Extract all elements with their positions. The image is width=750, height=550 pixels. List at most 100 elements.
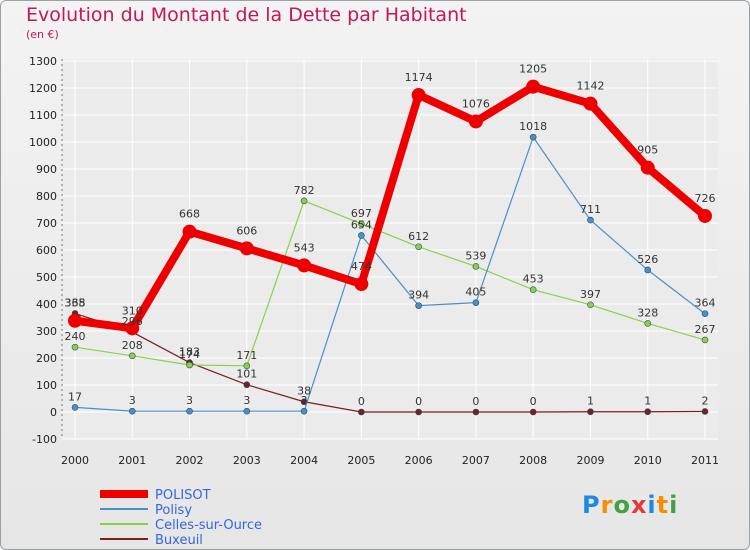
data-point: [587, 301, 594, 309]
data-point: [297, 258, 312, 273]
data-label: 183: [179, 346, 200, 359]
y-tick-label: 700: [36, 217, 57, 230]
series-line: [74, 200, 706, 367]
data-label: 0: [530, 395, 537, 408]
data-label: 101: [236, 368, 257, 381]
data-label: 1: [587, 395, 594, 408]
data-label: 328: [637, 306, 658, 319]
data-point: [587, 216, 594, 224]
data-label: 1076: [462, 97, 490, 110]
data-label: 240: [65, 330, 86, 343]
data-point: [644, 266, 652, 274]
data-point: [186, 407, 193, 415]
data-label: 1142: [576, 80, 604, 93]
y-tick-label: 400: [36, 298, 57, 311]
logo-letter: i: [647, 491, 657, 519]
y-tick-label: 500: [36, 271, 57, 284]
data-point: [68, 313, 82, 328]
data-label: 0: [472, 395, 479, 408]
x-tick-label: 2008: [519, 454, 547, 467]
data-label: 526: [637, 253, 658, 266]
data-point: [701, 336, 709, 344]
data-point: [415, 408, 422, 416]
proxiti-logo: Proxiti: [582, 491, 678, 519]
x-tick-label: 2005: [347, 454, 375, 467]
data-point: [243, 407, 251, 415]
data-label: 208: [122, 339, 143, 352]
x-tick-label: 2001: [118, 454, 146, 467]
data-point: [186, 361, 193, 369]
x-tick-label: 2010: [634, 454, 662, 467]
data-point: [415, 302, 422, 309]
legend-label: Polisy: [155, 503, 192, 518]
y-tick-label: 200: [36, 352, 57, 365]
logo-letter: x: [630, 491, 648, 519]
data-label: 1174: [405, 71, 433, 84]
data-label: 364: [695, 297, 716, 310]
series-line: [74, 136, 706, 412]
data-label: 174: [179, 348, 200, 361]
data-label: 365: [65, 296, 86, 309]
data-label: 296: [122, 315, 143, 328]
data-point: [587, 408, 594, 416]
data-label: 543: [294, 241, 315, 254]
data-point: [128, 407, 136, 415]
data-point: [358, 408, 365, 416]
data-label: 310: [122, 304, 143, 317]
data-label: 1: [644, 395, 651, 408]
data-point: [644, 320, 652, 327]
data-point: [239, 241, 254, 256]
data-label: 668: [179, 208, 200, 221]
data-point: [358, 232, 365, 239]
data-label: 405: [465, 286, 486, 299]
logo-letter: P: [582, 491, 601, 519]
y-tick-label: 100: [36, 379, 57, 392]
data-label: 453: [523, 273, 544, 286]
y-tick-label: -100: [32, 433, 57, 446]
data-label: 1018: [519, 120, 547, 133]
chart-subtitle: (en €): [26, 28, 59, 41]
y-tick-label: 0: [50, 406, 57, 419]
data-point: [182, 224, 197, 239]
data-label: 711: [580, 203, 601, 216]
data-point: [526, 79, 541, 94]
data-point: [300, 197, 308, 205]
data-label: 0: [358, 395, 365, 408]
y-tick-label: 600: [36, 244, 57, 257]
y-tick-label: 1100: [29, 109, 57, 122]
x-tick-label: 2004: [290, 454, 318, 467]
series-line: [74, 312, 706, 413]
data-point: [411, 88, 426, 103]
data-label: 3: [301, 394, 308, 407]
data-point: [472, 263, 480, 270]
x-tick-label: 2011: [691, 454, 719, 467]
x-tick-label: 2002: [176, 454, 204, 467]
data-point: [640, 160, 655, 175]
x-tick-label: 2006: [405, 454, 433, 467]
plot-area: [62, 59, 718, 439]
y-tick-label: 900: [36, 163, 57, 176]
y-tick-label: 300: [36, 325, 57, 338]
data-point: [644, 408, 652, 416]
data-point: [300, 407, 308, 415]
legend-label: POLISOT: [155, 488, 211, 503]
data-label: 539: [465, 249, 486, 262]
data-point: [701, 408, 709, 415]
legend-label: Celles-sur-Ource: [155, 518, 262, 533]
logo-letter: r: [600, 491, 614, 519]
logo-letter: i: [669, 491, 679, 519]
data-label: 3: [129, 394, 136, 407]
data-point: [358, 220, 365, 228]
data-point: [529, 133, 537, 141]
data-label: 697: [351, 207, 372, 220]
legend-label: Buxeuil: [155, 533, 203, 548]
data-point: [243, 381, 251, 389]
data-point: [125, 321, 140, 336]
data-label: 1205: [519, 63, 547, 76]
data-label: 474: [351, 260, 372, 273]
data-label: 782: [294, 184, 315, 197]
data-label: 338: [65, 297, 86, 310]
x-tick-label: 2007: [462, 454, 490, 467]
data-point: [354, 277, 369, 292]
